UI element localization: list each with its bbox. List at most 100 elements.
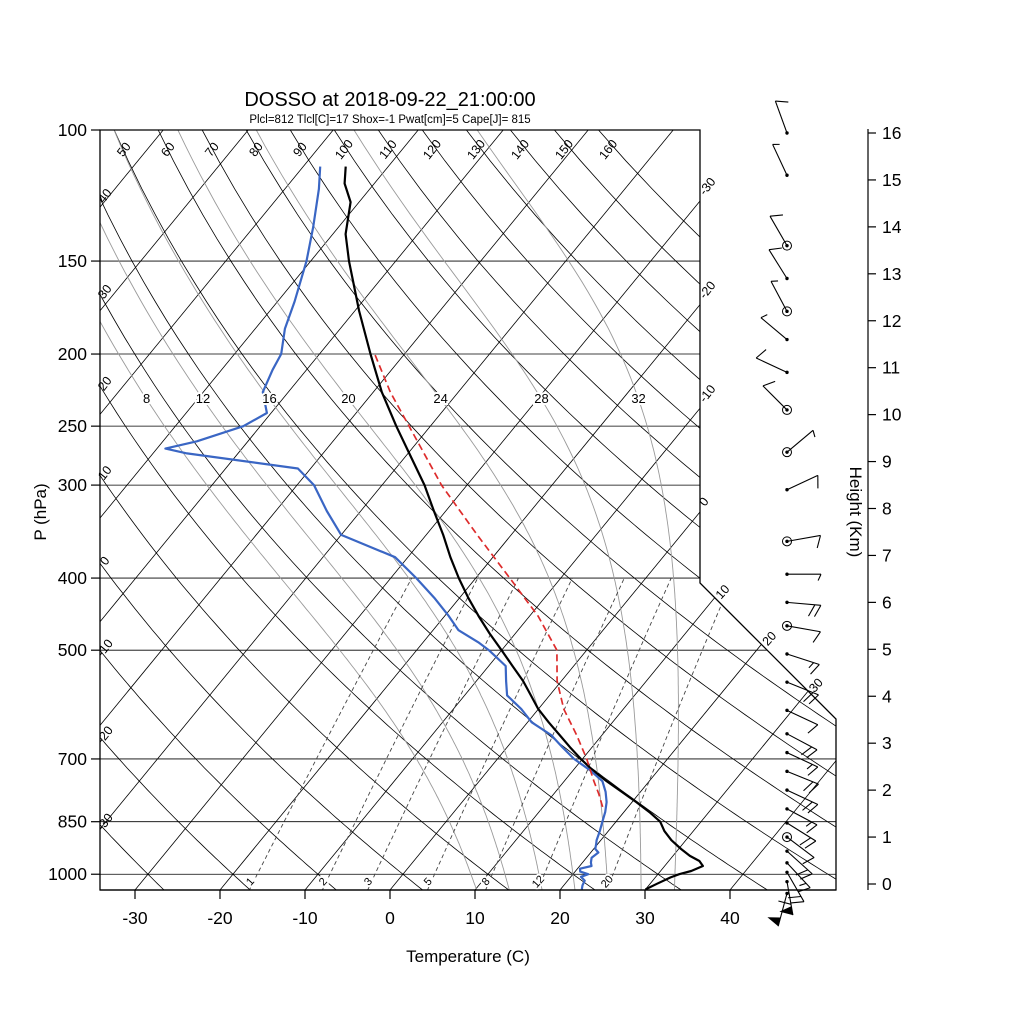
barb-staff: [761, 318, 787, 340]
barb-staff: [773, 144, 787, 175]
barb-half: [807, 764, 812, 769]
dry-adiabat-label-left: 30: [95, 282, 115, 302]
dry-adiabat-line: [246, 130, 1024, 890]
wind-barb: [785, 475, 818, 491]
pressure-tick-label: 1000: [48, 864, 87, 884]
moist-adiabat-label: 24: [433, 391, 447, 406]
wind-barb: [785, 709, 818, 733]
barb-staff: [770, 216, 787, 245]
barb-full: [807, 750, 817, 758]
dry-adiabat-line: [290, 130, 1024, 890]
wind-barb: [785, 821, 816, 848]
moist-adiabat-line: [16, 130, 476, 890]
temperature-tick-label: -30: [122, 908, 148, 928]
height-tick-label: 6: [882, 592, 892, 612]
barb-full: [756, 350, 766, 358]
height-tick-label: 2: [882, 780, 892, 800]
moist-adiabat-label: 8: [143, 391, 150, 406]
pressure-tick-label: 250: [58, 416, 87, 436]
barb-staff: [787, 626, 820, 632]
barb-half: [761, 315, 767, 318]
mixing-ratio-label: 5: [422, 876, 435, 889]
pressure-tick-label: 150: [58, 251, 87, 271]
wind-barb: [785, 573, 821, 581]
temperature-tick-label: 20: [550, 908, 570, 928]
wind-barb: [769, 248, 789, 280]
mixing-ratio-label: 20: [599, 873, 616, 890]
pressure-tick-label: 700: [58, 749, 87, 769]
height-axis-title: Height (Km): [846, 467, 865, 558]
axes: 1001502002503004005007008501000-30-20-10…: [48, 120, 902, 928]
barb-full: [808, 804, 818, 812]
barb-staff: [756, 358, 787, 372]
barb-staff: [787, 654, 819, 665]
dry-adiabat-label-top: 110: [377, 137, 400, 161]
temperature-tick-label: -20: [207, 908, 233, 928]
dry-adiabat-label-left: 20: [95, 374, 115, 394]
wind-barb: [771, 281, 791, 316]
barb-full: [803, 858, 814, 864]
dry-adiabat-line: [70, 130, 767, 890]
barb-full: [805, 841, 816, 848]
mixing-ratio-line: [249, 578, 411, 890]
barb-staff: [787, 809, 817, 825]
height-tick-label: 13: [882, 264, 901, 284]
isotherm-line: [390, 130, 1013, 890]
barb-staff: [775, 101, 787, 133]
pressure-axis-title: P (hPa): [31, 483, 50, 540]
dry-adiabat-line: [422, 130, 1024, 890]
moist-adiabat-label: 12: [196, 391, 210, 406]
wind-barb: [770, 215, 792, 250]
barb-half: [806, 822, 812, 826]
wind-barb: [783, 621, 821, 642]
barb-half: [799, 883, 806, 885]
temperature-tick-label: 10: [465, 908, 485, 928]
barb-full: [809, 784, 818, 793]
dry-adiabat-label-top: 70: [202, 140, 222, 160]
wind-barb: [773, 144, 789, 177]
height-tick-label: 12: [882, 311, 901, 331]
barb-staff: [787, 475, 818, 489]
mixing-ratio-label: 3: [362, 876, 375, 889]
dry-adiabat-line: [0, 130, 164, 890]
barb-full: [769, 248, 782, 250]
barb-full: [800, 838, 811, 845]
page-title: DOSSO at 2018-09-22_21:00:00: [244, 89, 535, 111]
barb-full: [801, 747, 811, 755]
barb-half: [818, 574, 821, 580]
barb-staff: [787, 710, 818, 724]
dry-adiabat-line: [0, 130, 336, 890]
temperature-tick-label: 30: [635, 908, 655, 928]
grid-lines: [0, 130, 1024, 890]
barb-full: [808, 605, 814, 616]
barb-staff: [787, 771, 819, 784]
dry-adiabat-line: [334, 130, 1024, 890]
moist-adiabat-label: 32: [631, 391, 645, 406]
height-tick-label: 4: [882, 686, 892, 706]
barb-staff: [787, 430, 813, 452]
wind-barb: [785, 601, 821, 617]
moist-adiabat-line: [114, 130, 542, 890]
dry-adiabat-line: [158, 130, 940, 890]
barb-staff: [787, 734, 817, 750]
barb-full: [804, 693, 813, 702]
barb-staff: [771, 281, 787, 311]
mixing-ratio-line: [486, 578, 625, 890]
dry-adiabat-label-left: -10: [94, 637, 116, 660]
wind-barb: [756, 350, 789, 374]
barb-staff: [763, 386, 787, 410]
isotherm-line: [560, 130, 1024, 890]
height-tick-label: 7: [882, 545, 892, 565]
barb-full: [800, 874, 812, 879]
barb-full: [763, 381, 775, 386]
wind-barb: [763, 381, 792, 414]
sounding-curves: [165, 167, 703, 890]
wind-barb: [783, 535, 821, 548]
dry-adiabat-label-top: 140: [508, 137, 532, 162]
pressure-tick-label: 200: [58, 344, 87, 364]
height-tick-label: 1: [882, 827, 892, 847]
barb-full: [808, 725, 818, 733]
moist-adiabat-line: [61, 130, 509, 890]
height-tick-label: 15: [882, 170, 901, 190]
dry-adiabat-line: [0, 130, 595, 890]
